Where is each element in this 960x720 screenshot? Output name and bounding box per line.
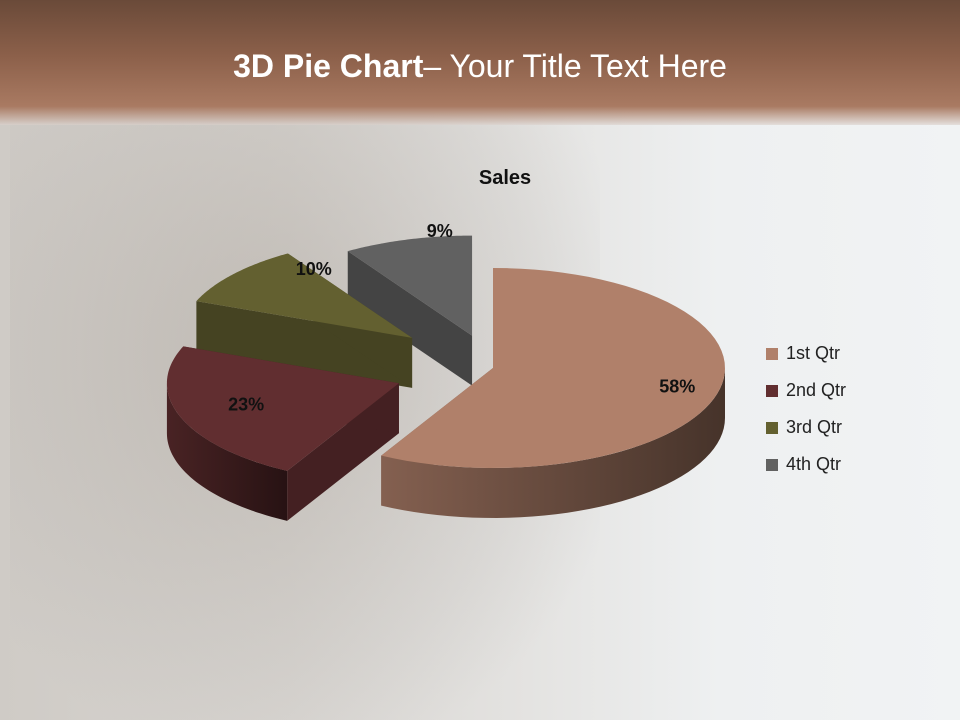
chart-title: Sales [478,167,532,189]
legend-item: 4th Qtr [766,446,846,483]
slice-outer-wall [381,368,725,518]
legend-item: 1st Qtr [766,335,846,372]
slice-side-face [196,301,413,388]
slide-title: 3D Pie Chart– Your Title Text Here [233,48,727,84]
legend-swatch [766,421,778,434]
legend: 1st Qtr 2nd Qtr 3rd Qtr 4th Qtr [766,335,846,483]
pie-slice-3rd-qtr [196,253,413,338]
legend-label: 2nd Qtr [786,380,847,400]
pie-slice-1st-qtr [381,268,725,468]
data-label: 58% [659,376,695,396]
legend-swatch [766,458,778,471]
legend-swatch [766,384,778,397]
legend-label: 4th Qtr [786,454,842,474]
legend-item: 2nd Qtr [766,372,846,409]
slice-side-face [347,251,473,386]
slice-outer-wall [166,383,288,521]
data-label: 10% [296,259,332,279]
legend-swatch [766,347,778,360]
pie-slice-2nd-qtr [166,346,399,471]
pie-slice-4th-qtr [347,235,473,336]
data-label: 9% [427,221,453,241]
legend-label: 1st Qtr [786,343,841,363]
legend-label: 3rd Qtr [786,417,843,437]
title-bar: 3D Pie Chart– Your Title Text Here [0,0,960,125]
data-label: 23% [228,395,264,415]
legend-item: 3rd Qtr [766,409,846,446]
